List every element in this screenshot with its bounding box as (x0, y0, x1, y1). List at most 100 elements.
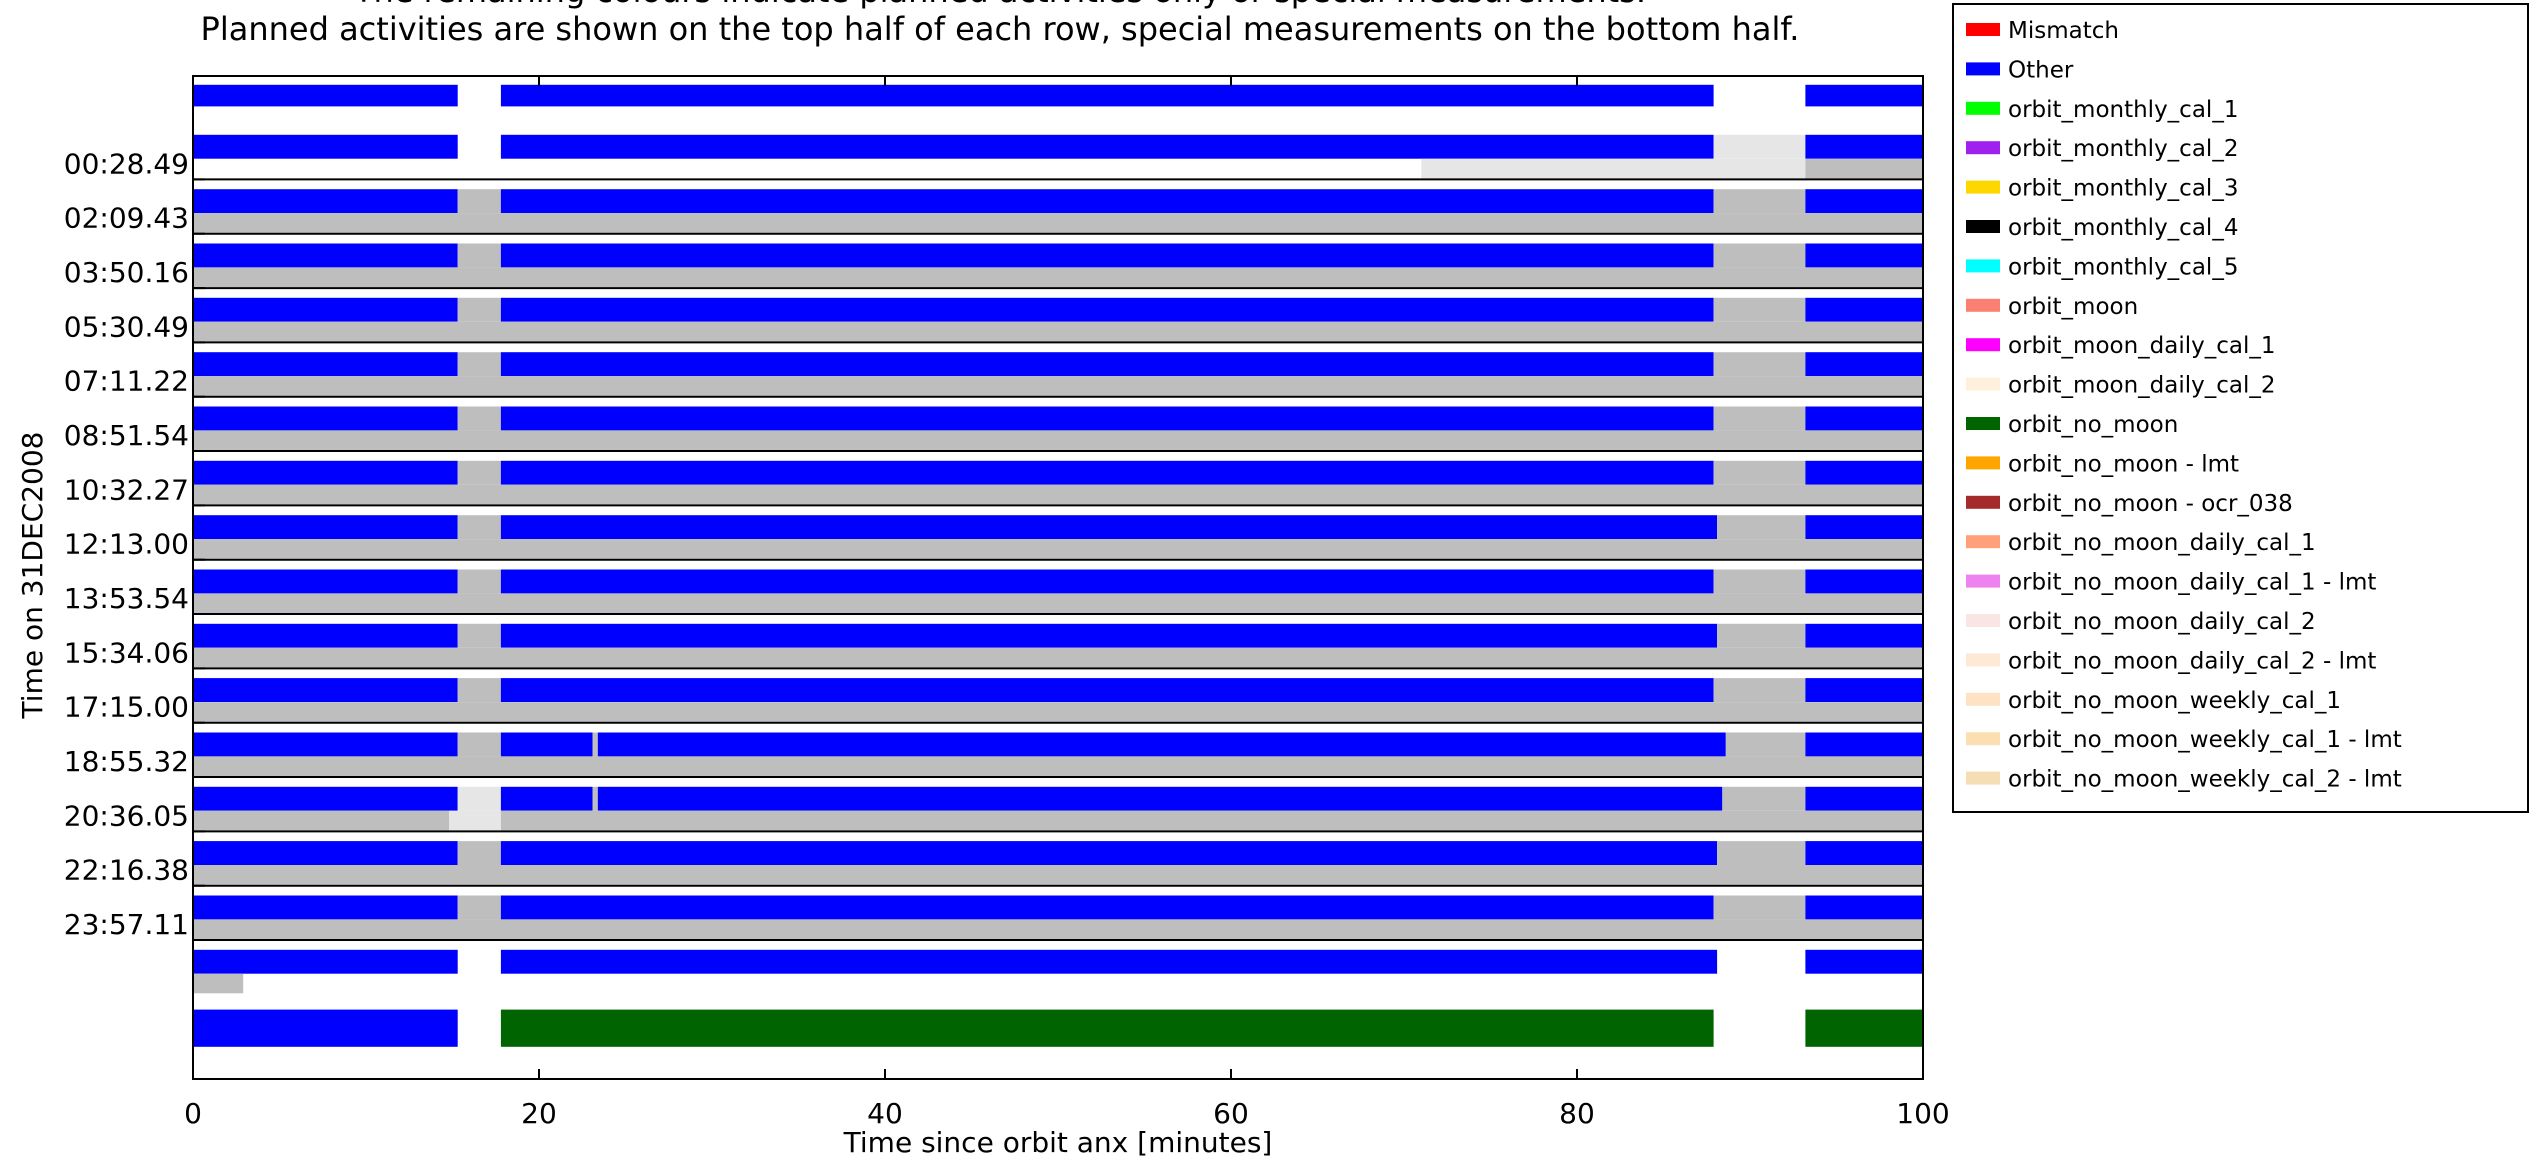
legend-label-0: Mismatch (2008, 18, 2119, 44)
bar-row-15-top-1 (457, 895, 501, 920)
bar-row-11-bottom-0 (193, 702, 1923, 722)
bar-row-12-top-3 (592, 732, 598, 757)
bar-row-6-top-1 (457, 406, 501, 431)
bar-row-5-top-4 (1805, 352, 1923, 377)
bar-row-13-bottom-0 (193, 810, 449, 831)
bar-row-15-top-4 (1805, 895, 1923, 920)
y-tick-label-6: 10:32.27 (64, 473, 189, 506)
bar-row-8-top-3 (1717, 515, 1806, 540)
bar-row-5-top-2 (500, 352, 1714, 377)
bar-row-16-top-0 (193, 949, 458, 974)
legend-label-5: orbit_monthly_cal_4 (2008, 215, 2238, 241)
legend-label-19: orbit_no_moon_weekly_cal_2 - lmt (2008, 767, 2402, 793)
bar-row-6-top-2 (500, 406, 1714, 431)
bar-row-17-top-0 (193, 1009, 458, 1047)
bar-row-3-top-3 (1713, 243, 1806, 268)
legend-swatch-7 (1966, 298, 2000, 312)
bar-row-11-top-0 (193, 678, 458, 702)
bar-row-7-top-2 (500, 460, 1714, 485)
bar-row-0-top-1 (500, 84, 1714, 107)
bar-row-4-bottom-0 (193, 321, 1923, 342)
bar-row-15-top-3 (1713, 895, 1806, 920)
bar-row-17-top-1 (500, 1009, 1714, 1047)
legend-label-14: orbit_no_moon_daily_cal_1 - lmt (2008, 570, 2376, 596)
legend-label-10: orbit_no_moon (2008, 412, 2178, 438)
bar-row-5-top-0 (193, 352, 458, 377)
y-tick-label-14: 23:57.11 (64, 908, 189, 941)
bar-row-13-top-1 (457, 786, 501, 811)
bar-row-1-bottom-0 (1421, 158, 1806, 179)
legend-swatch-8 (1966, 338, 2000, 352)
legend-swatch-13 (1966, 535, 2000, 549)
legend-label-12: orbit_no_moon - ocr_038 (2008, 491, 2293, 517)
bar-row-15-top-0 (193, 895, 458, 920)
bar-row-6-bottom-0 (193, 430, 1923, 450)
chart-title-line-2: Planned activities are shown on the top … (201, 10, 1800, 48)
bar-row-9-top-1 (457, 569, 501, 594)
bar-row-12-top-5 (1725, 732, 1806, 757)
bar-row-10-top-1 (457, 623, 501, 648)
legend-swatch-10 (1966, 417, 2000, 430)
legend-label-8: orbit_moon_daily_cal_1 (2008, 333, 2276, 359)
bar-row-3-top-4 (1805, 243, 1923, 268)
bar-row-2-bottom-0 (193, 213, 1923, 233)
legend-label-7: orbit_moon (2008, 294, 2138, 320)
bar-row-4-top-2 (500, 297, 1714, 322)
bar-row-13-top-4 (597, 786, 1723, 811)
y-tick-label-4: 07:11.22 (64, 365, 189, 398)
legend-swatch-16 (1966, 653, 2000, 667)
legend-swatch-15 (1966, 614, 2000, 627)
bar-row-10-top-3 (1717, 623, 1806, 648)
legend-swatch-17 (1966, 692, 2000, 706)
bar-row-4-top-0 (193, 297, 458, 322)
bar-row-7-top-3 (1713, 460, 1806, 485)
bar-row-12-top-2 (500, 732, 593, 757)
bar-row-6-top-0 (193, 406, 458, 431)
bar-row-13-top-0 (193, 786, 458, 811)
legend-swatch-12 (1966, 495, 2000, 509)
bar-row-14-top-1 (457, 841, 501, 865)
bar-row-3-bottom-0 (193, 267, 1923, 287)
y-tick-label-3: 05:30.49 (64, 310, 189, 343)
legend: Mismatch Other orbit_monthly_cal_1 orbit_mo… (1966, 18, 2402, 793)
bar-row-14-bottom-0 (193, 865, 1923, 885)
bar-row-10-top-0 (193, 623, 458, 648)
legend-swatch-6 (1966, 259, 2000, 273)
legend-label-17: orbit_no_moon_weekly_cal_1 (2008, 688, 2341, 714)
timeline-bars (193, 84, 1923, 1047)
x-tick-label-5: 100 (1896, 1097, 1949, 1130)
bar-row-15-top-2 (500, 895, 1714, 920)
legend-swatch-5 (1966, 220, 2000, 233)
bar-row-16-top-2 (1805, 949, 1923, 974)
bar-row-5-top-3 (1713, 352, 1806, 377)
bar-row-7-top-1 (457, 460, 501, 485)
bar-row-4-top-4 (1805, 297, 1923, 322)
bar-row-2-top-0 (193, 189, 458, 214)
legend-label-16: orbit_no_moon_daily_cal_2 - lmt (2008, 648, 2376, 674)
bar-row-3-top-2 (500, 243, 1714, 268)
bar-row-12-top-6 (1805, 732, 1923, 757)
x-tick-label-0: 0 (184, 1097, 202, 1130)
legend-label-1: Other (2008, 57, 2074, 83)
y-tick-label-13: 22:16.38 (64, 854, 189, 887)
legend-label-2: orbit_monthly_cal_1 (2008, 97, 2238, 123)
bar-row-14-top-4 (1805, 841, 1923, 865)
legend-box (1952, 3, 2529, 813)
bar-row-0-top-0 (193, 84, 458, 107)
x-tick-label-2: 40 (867, 1097, 903, 1130)
legend-swatch-3 (1966, 141, 2000, 155)
bar-row-10-top-4 (1805, 623, 1923, 648)
legend-label-9: orbit_moon_daily_cal_2 (2008, 373, 2276, 399)
bar-row-13-top-5 (1722, 786, 1806, 811)
bar-row-15-bottom-0 (193, 919, 1923, 939)
bar-row-10-bottom-0 (193, 647, 1923, 668)
legend-swatch-11 (1966, 456, 2000, 470)
bar-row-1-top-2 (1713, 134, 1806, 159)
bar-row-9-top-0 (193, 569, 458, 594)
plot-frame (192, 75, 1924, 1080)
bar-row-5-top-1 (457, 352, 501, 377)
legend-swatch-9 (1966, 377, 2000, 391)
row-separators (193, 178, 1923, 941)
x-axis-ticks: 0 20 40 60 80 100 (184, 76, 1950, 1130)
